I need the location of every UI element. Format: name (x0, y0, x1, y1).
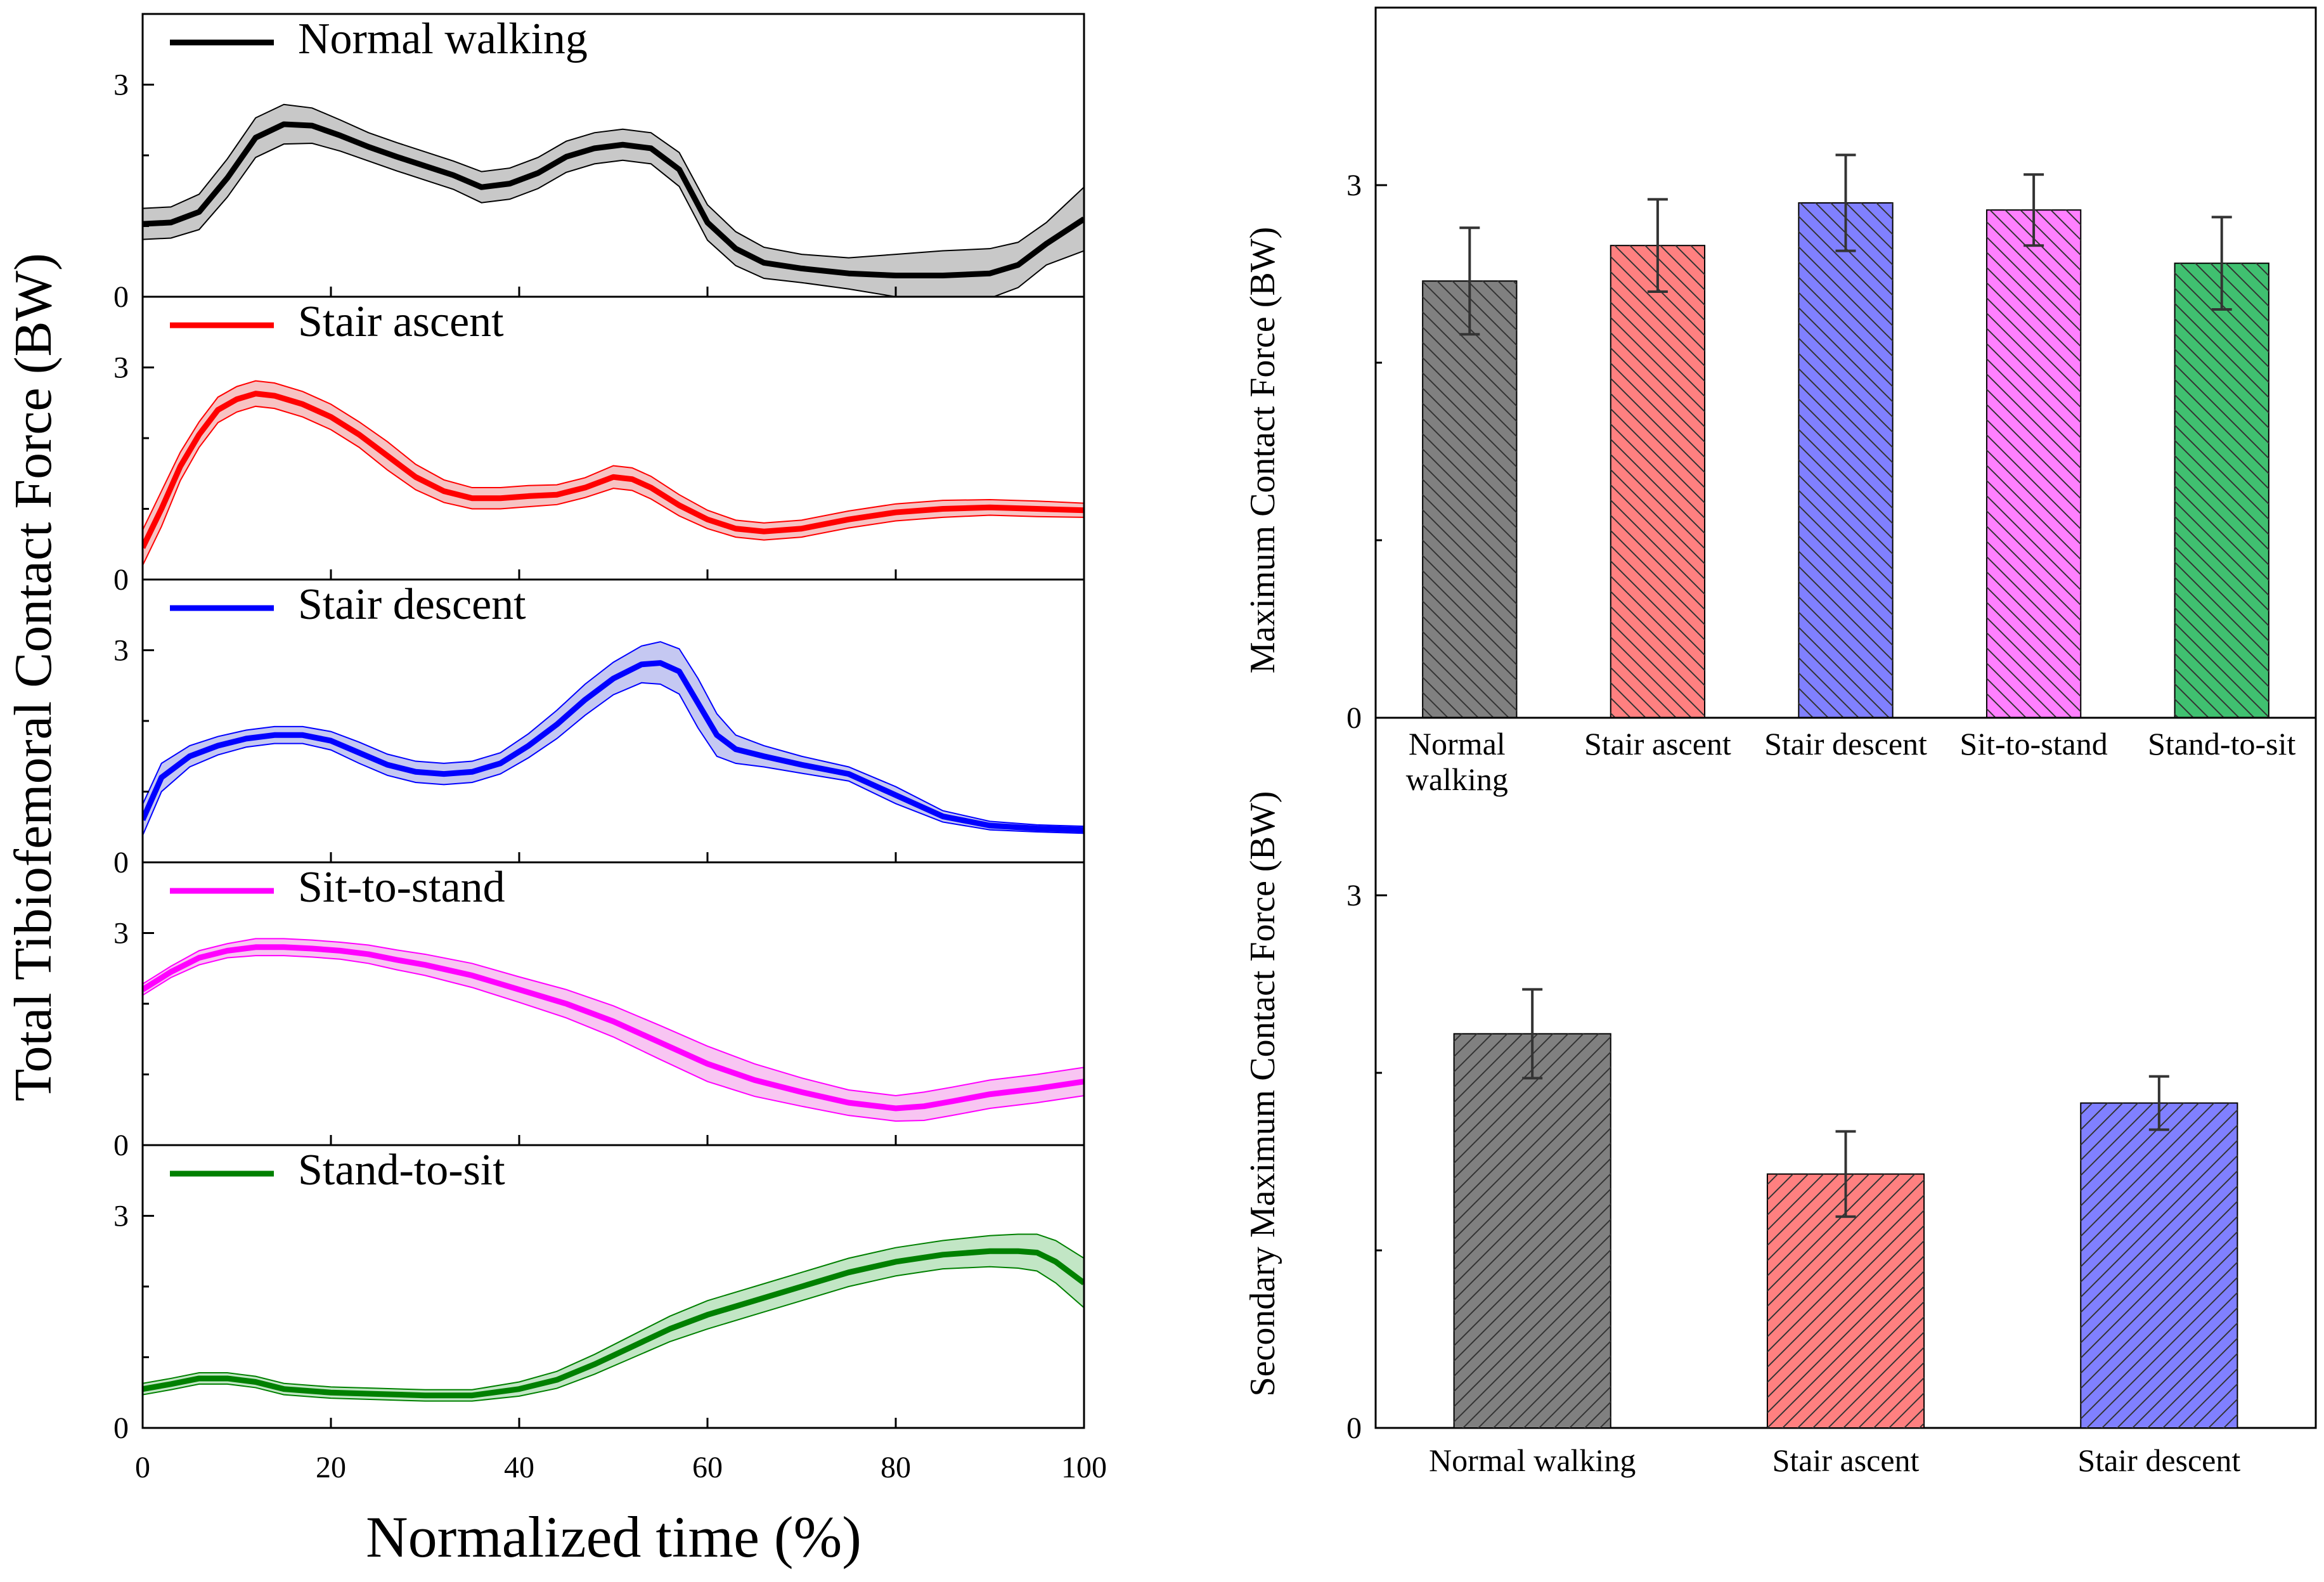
category-label: Stair ascent (1772, 1443, 1920, 1478)
bar-hatch (1986, 210, 2081, 718)
y-tick-label: 0 (113, 1129, 129, 1162)
y-tick-label: 0 (113, 846, 129, 879)
bar-normal-walking (1453, 988, 1611, 1429)
bar-hatch (2081, 1103, 2238, 1428)
x-tick-label: 80 (881, 1451, 911, 1484)
bar-hatch (1798, 203, 1893, 718)
legend-label: Normal walking (298, 15, 588, 63)
bar-stair-descent (2080, 1075, 2238, 1429)
panel-stair-ascent: 0 3 Stair ascent (113, 295, 1085, 597)
category-label: Stair ascent (1584, 726, 1731, 762)
bar-stair-ascent (1610, 198, 1706, 718)
maximum-contact-force-bar-chart: Maximum Contact Force (BW) 0 3 Normalwalki… (1243, 6, 2317, 797)
bar-stand-to-sit (2174, 216, 2269, 718)
legend-label: Stand-to-sit (298, 1146, 505, 1195)
panel-stand-to-sit: 0 3 Stand-to-sit (113, 1144, 1085, 1445)
bar-stair-ascent (1766, 1130, 1925, 1429)
legend-label: Stair descent (298, 580, 526, 629)
sd-band (143, 641, 1084, 836)
sd-band (143, 938, 1084, 1122)
category-label: Stair descent (2077, 1443, 2240, 1478)
category-label: Stair descent (1764, 726, 1927, 762)
left-x-tick-labels: 0 20 40 60 80 100 (135, 1451, 1107, 1484)
y-tick-label: 3 (1346, 169, 1362, 202)
panel-sit-to-stand: 0 3 Sit-to-stand (113, 861, 1085, 1162)
y-tick-label: 3 (113, 1200, 129, 1233)
panel-stair-descent: 0 3 Stair descent (113, 578, 1085, 879)
contact-force-time-series-chart: Total Tibiofemoral Contact Force (BW) No… (4, 13, 1107, 1569)
mean-line (143, 660, 1084, 833)
y-tick-label: 3 (113, 634, 129, 668)
panel-normal-walking: 0 3 Normal walking (113, 13, 1085, 314)
y-tick-label: 3 (1346, 879, 1362, 912)
left-x-axis-label: Normalized time (%) (366, 1505, 862, 1569)
bar-sit-to-stand (1985, 173, 2082, 718)
sd-band (143, 103, 1084, 297)
mean-line (143, 121, 1084, 279)
panel-frame (141, 295, 1085, 581)
bar-hatch (1423, 281, 1517, 718)
secondary-maximum-contact-force-bar-chart: Secondary Maximum Contact Force (BW) 0 3 N… (1243, 716, 2317, 1478)
bar-stair-descent (1798, 153, 1894, 718)
y-tick-label: 0 (113, 563, 129, 597)
x-tick-label: 0 (135, 1451, 150, 1484)
y-tick-label: 3 (113, 917, 129, 950)
mean-line (143, 391, 1084, 549)
category-label: Stand-to-sit (2148, 726, 2295, 762)
y-tick-label: 3 (113, 68, 129, 102)
legend-label: Stair ascent (298, 297, 504, 346)
category-label: Normal (1409, 726, 1506, 762)
y-tick-label: 0 (113, 280, 129, 314)
x-tick-label: 100 (1061, 1451, 1107, 1484)
category-label: Normal walking (1429, 1443, 1636, 1478)
left-y-axis-label: Total Tibiofemoral Contact Force (BW) (4, 253, 63, 1101)
bar-hatch (2174, 263, 2269, 718)
secondary-max-force-y-axis-label: Secondary Maximum Contact Force (BW) (1243, 791, 1282, 1397)
mean-line (143, 944, 1084, 1112)
y-tick-label: 0 (113, 1411, 129, 1445)
y-tick-label: 0 (1346, 1411, 1362, 1445)
x-tick-label: 40 (504, 1451, 534, 1484)
sd-band (143, 1233, 1084, 1402)
bar-normal-walking (1422, 226, 1518, 718)
category-label: walking (1406, 762, 1508, 797)
legend-label: Sit-to-stand (298, 863, 505, 912)
max-force-y-axis-label: Maximum Contact Force (BW) (1243, 227, 1282, 674)
bar-hatch (1454, 1034, 1611, 1428)
bar-hatch (1610, 245, 1705, 718)
mean-line (143, 1248, 1084, 1399)
category-label: Sit-to-stand (1959, 726, 2107, 762)
x-tick-label: 60 (692, 1451, 723, 1484)
sd-band (143, 380, 1084, 566)
x-tick-label: 20 (316, 1451, 346, 1484)
y-tick-label: 3 (113, 351, 129, 385)
y-tick-label: 0 (1346, 701, 1362, 735)
